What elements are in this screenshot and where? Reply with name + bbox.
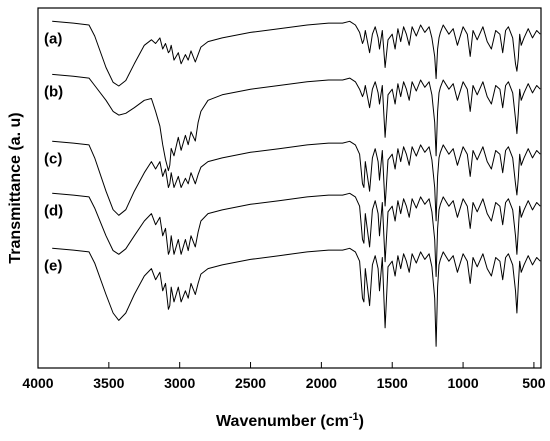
x-axis-title: Wavenumber (cm-1) — [216, 411, 364, 430]
series-label-5: (e) — [44, 257, 62, 274]
x-tick-label: 1000 — [447, 375, 478, 391]
x-tick-label: 2000 — [306, 375, 337, 391]
x-tick-label: 1500 — [377, 375, 408, 391]
x-ticks-group: 4000 3500 3000 2500 2000 1500 1000 500 — [22, 362, 546, 391]
x-tick-label: 500 — [522, 375, 546, 391]
series-label-3: (c) — [44, 150, 62, 167]
series-label-4: (d) — [44, 202, 63, 219]
spectrum-line-2 — [52, 73, 541, 172]
spectrum-line-4 — [52, 192, 541, 277]
x-axis-title-main: Wavenumber (cm — [216, 413, 349, 430]
y-axis-title: Transmittance (a. u) — [7, 112, 24, 263]
x-axis-title-tail: ) — [359, 413, 364, 430]
spectrum-line-5 — [52, 247, 541, 347]
series-label-1: (a) — [44, 30, 62, 47]
series-labels-group: (a) (b) (c) (d) (e) — [44, 30, 63, 274]
x-tick-label: 4000 — [22, 375, 53, 391]
spectrum-line-1 — [52, 20, 541, 87]
x-tick-label: 3500 — [93, 375, 124, 391]
spectrum-line-3 — [52, 140, 541, 222]
plot-frame — [37, 7, 542, 369]
series-label-2: (b) — [44, 83, 63, 100]
x-tick-label: 2500 — [235, 375, 266, 391]
x-tick-label: 3000 — [164, 375, 195, 391]
spectra-group — [52, 20, 541, 347]
x-axis-title-superscript: -1 — [349, 411, 359, 423]
